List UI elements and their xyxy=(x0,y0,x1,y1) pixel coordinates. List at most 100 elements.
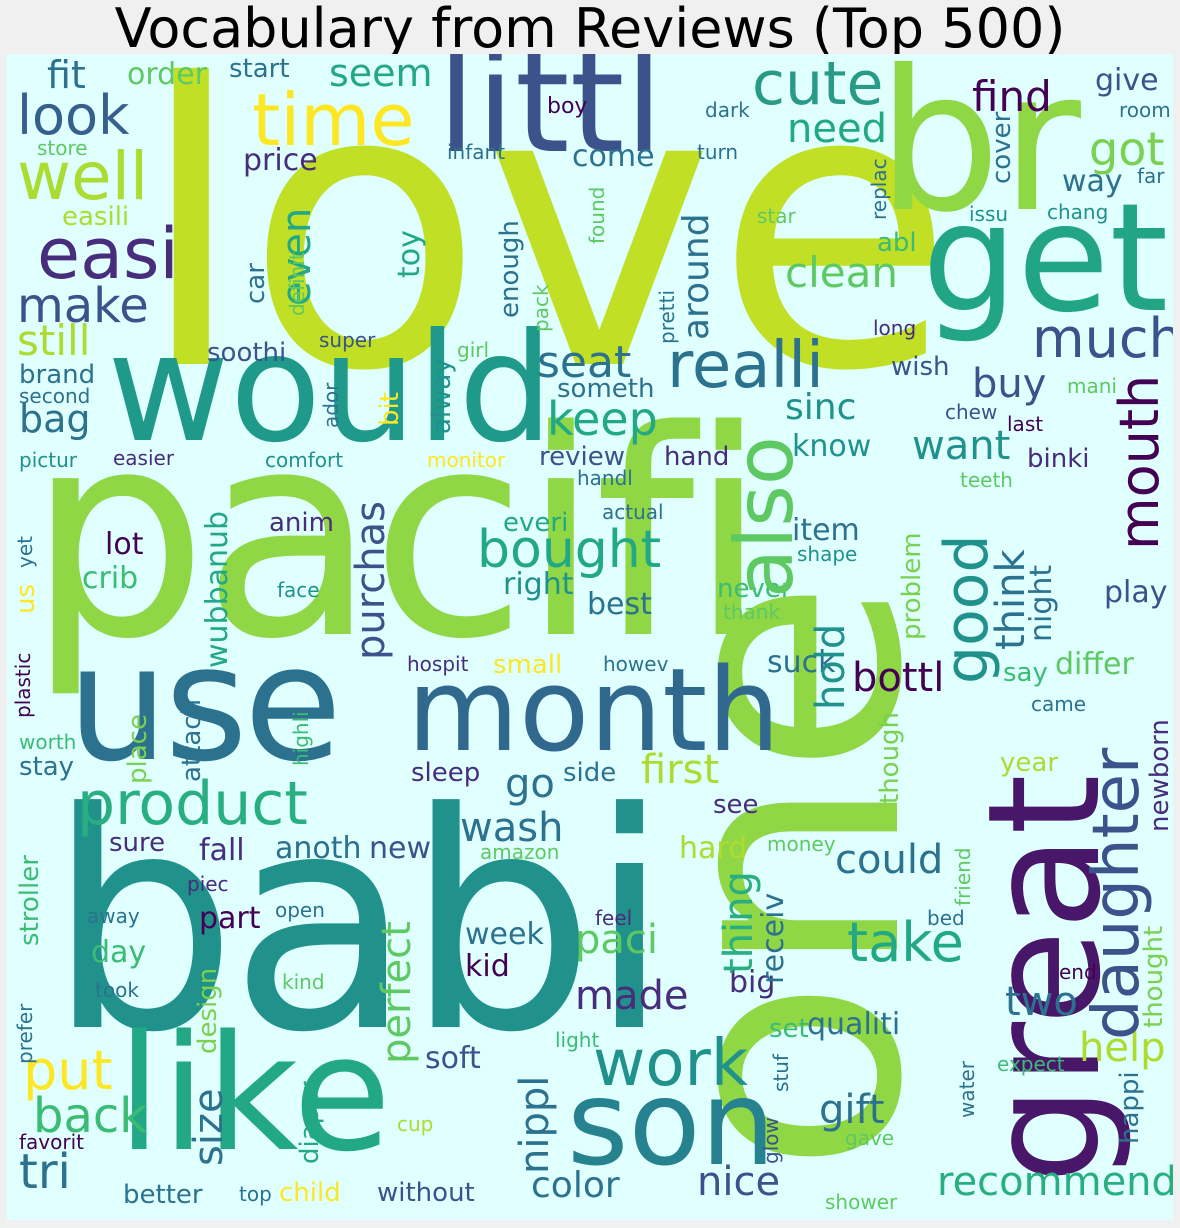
word-still: still xyxy=(17,316,91,365)
word-easi: easi xyxy=(37,213,179,295)
word-take: take xyxy=(847,911,964,974)
word-day: day xyxy=(91,935,147,970)
word-favorit: favorit xyxy=(19,1130,84,1154)
word-attach: attach xyxy=(177,698,207,782)
word-bed: bed xyxy=(927,906,965,930)
word-shower: shower xyxy=(825,1190,898,1214)
word-back: back xyxy=(33,1088,148,1144)
word-pack: pack xyxy=(529,284,553,332)
word-found: found xyxy=(585,186,609,244)
word-super: super xyxy=(319,328,376,352)
word-top: top xyxy=(239,1182,272,1206)
word-stroller: stroller xyxy=(15,855,45,946)
word-actual: actual xyxy=(602,500,664,524)
word-around: around xyxy=(676,213,717,340)
word-right: right xyxy=(503,567,574,602)
word-infant: infant xyxy=(447,140,506,164)
word-pretti: pretti xyxy=(655,289,679,344)
word-worth: worth xyxy=(19,730,77,754)
word-last: last xyxy=(1007,412,1044,436)
word-glow: glow xyxy=(759,1117,783,1164)
word-abl: abl xyxy=(877,228,917,258)
word-easili: easili xyxy=(62,202,130,232)
word-turn: turn xyxy=(697,140,739,164)
word-teeth: teeth xyxy=(960,468,1013,492)
word-two: two xyxy=(1005,979,1078,1025)
word-receiv: receiv xyxy=(756,892,791,984)
word-got: got xyxy=(1089,122,1165,176)
word-without: without xyxy=(377,1178,475,1208)
word-amazon: amazon xyxy=(480,840,560,864)
word-help: help xyxy=(1079,1025,1166,1071)
word-know: know xyxy=(792,429,872,464)
word-set: set xyxy=(769,1014,809,1044)
word-us: us xyxy=(11,583,41,614)
word-cloud-canvas: love pacifi babi one br littl get would … xyxy=(7,54,1173,1220)
word-clean: clean xyxy=(785,248,898,297)
word-prefer: prefer xyxy=(13,1003,37,1064)
word-say: say xyxy=(1003,658,1048,688)
word-big: big xyxy=(729,965,776,1000)
word-handl: handl xyxy=(577,466,633,490)
word-face: face xyxy=(277,578,320,602)
word-issu: issu xyxy=(969,202,1009,226)
word-recommend: recommend xyxy=(937,1159,1173,1205)
word-yet: yet xyxy=(13,536,37,568)
word-mouth: mouth xyxy=(1108,374,1171,550)
word-make: make xyxy=(17,278,149,334)
word-feel: feel xyxy=(595,906,633,930)
word-perfect: perfect xyxy=(374,921,420,1064)
word-cover: cover xyxy=(987,111,1017,184)
word-pictur: pictur xyxy=(19,448,77,472)
word-crib: crib xyxy=(82,561,139,596)
word-everi: everi xyxy=(503,508,569,538)
word-howev: howev xyxy=(603,652,669,676)
word-monitor: monitor xyxy=(427,448,506,472)
word-dark: dark xyxy=(705,98,750,122)
word-new: new xyxy=(369,831,432,866)
word-better: better xyxy=(123,1180,203,1210)
word-qualiti: qualiti xyxy=(807,1007,901,1042)
word-chew: chew xyxy=(945,400,998,424)
word-car: car xyxy=(241,263,271,304)
word-sinc: sinc xyxy=(785,387,857,428)
word-open: open xyxy=(275,898,325,922)
word-cute: cute xyxy=(752,54,884,119)
word-nice: nice xyxy=(697,1159,781,1205)
word-replac: replac xyxy=(867,158,891,220)
word-small: small xyxy=(493,650,563,680)
word-fit: fit xyxy=(47,54,86,97)
word-year: year xyxy=(1000,748,1059,778)
word-thing: thing xyxy=(716,871,762,974)
word-girl: girl xyxy=(457,338,490,362)
word-order: order xyxy=(127,57,207,92)
word-chang: chang xyxy=(1047,200,1109,224)
word-anim: anim xyxy=(269,508,334,538)
word-thought: thought xyxy=(1139,925,1169,1028)
chart-title: Vocabulary from Reviews (Top 500) xyxy=(114,0,1066,60)
word-give: give xyxy=(1095,63,1159,98)
word-purchas: purchas xyxy=(348,500,394,660)
word-soft: soft xyxy=(425,1041,481,1076)
word-love: love xyxy=(137,54,955,456)
word-babi: babi xyxy=(47,749,671,1098)
word-look: look xyxy=(17,84,130,147)
word-well: well xyxy=(17,138,149,215)
word-much: much xyxy=(1032,307,1173,370)
word-work: work xyxy=(593,1027,748,1101)
word-suck: suck xyxy=(767,645,836,680)
word-hand: hand xyxy=(664,442,730,472)
word-size: size xyxy=(186,1088,232,1166)
word-piec: piec xyxy=(187,872,229,896)
word-buy: buy xyxy=(972,361,1047,407)
word-way: way xyxy=(1062,164,1123,199)
word-best: best xyxy=(587,587,652,622)
word-cup: cup xyxy=(397,1112,434,1136)
word-put: put xyxy=(23,1039,113,1102)
word-also: also xyxy=(718,436,811,598)
word-brand: brand xyxy=(19,360,96,390)
word-enough: enough xyxy=(495,220,525,318)
word-go: go xyxy=(505,761,555,807)
word-seat: seat xyxy=(537,337,632,388)
word-though: though xyxy=(875,711,905,804)
